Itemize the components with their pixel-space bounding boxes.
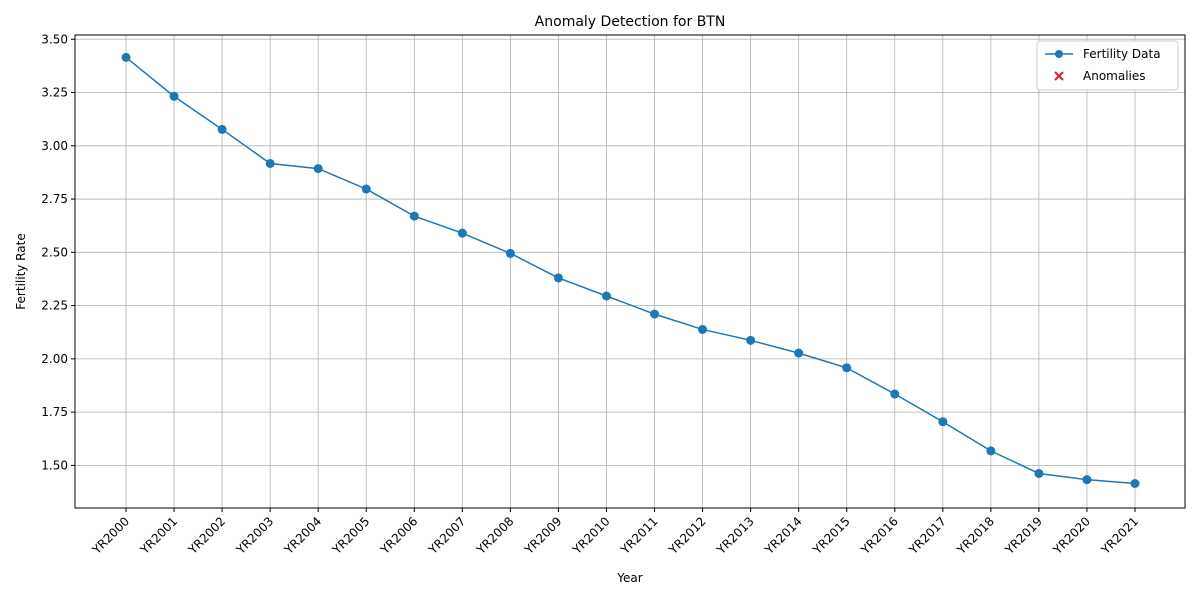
grid [75, 35, 1185, 508]
data-point [313, 164, 323, 174]
x-tick-label: YR2002 [185, 514, 228, 557]
data-point [746, 335, 756, 345]
y-axis: 1.50 1.75 2.00 2.25 2.50 2.75 3.00 3.25 3.50 [41, 32, 75, 472]
x-tick-label: YR2008 [473, 514, 516, 557]
data-point [169, 91, 179, 101]
data-point [986, 446, 996, 456]
data-point [698, 324, 708, 334]
data-point [409, 211, 419, 221]
x-tick-label: YR2020 [1050, 514, 1093, 557]
chart-title: Anomaly Detection for BTN [535, 14, 726, 30]
y-tick-label: 3.00 [41, 139, 68, 153]
data-point [121, 52, 131, 62]
legend-label-fertility: Fertility Data [1083, 47, 1161, 61]
y-tick-label: 2.00 [41, 352, 68, 366]
x-tick-label: YR2003 [233, 514, 276, 557]
x-tick-label: YR2017 [906, 514, 949, 557]
x-tick-label: YR2011 [617, 514, 660, 557]
plot-frame [74, 34, 1186, 509]
x-tick-label: YR2015 [810, 514, 853, 557]
x-tick-label: YR2000 [89, 514, 132, 557]
legend-marker-swatch [1055, 50, 1063, 58]
y-tick-label: 3.50 [41, 32, 68, 46]
x-axis-label: Year [616, 571, 642, 585]
data-point [1034, 468, 1044, 478]
data-point [938, 417, 948, 427]
data-point [890, 389, 900, 399]
data-point [265, 158, 275, 168]
data-point [842, 363, 852, 373]
x-axis: YR2000 YR2001 YR2002 YR2003 YR2004 YR2005 YR20… [89, 508, 1141, 558]
legend-anomaly-swatch [1054, 71, 1064, 81]
series-layer [121, 52, 1140, 488]
x-tick-label: YR2016 [858, 514, 901, 557]
legend-x-stroke [1054, 71, 1064, 81]
x-tick-label: YR2006 [377, 514, 420, 557]
legend-label-anomalies: Anomalies [1083, 69, 1146, 83]
data-point [361, 184, 371, 194]
series-line [125, 56, 1136, 485]
data-point [601, 291, 611, 301]
data-point [553, 273, 563, 283]
x-tick-label: YR2014 [761, 514, 804, 557]
x-tick-label: YR2010 [569, 514, 612, 557]
x-tick-label: YR2021 [1098, 514, 1141, 557]
y-axis-label: Fertility Rate [14, 233, 28, 309]
data-point [1082, 475, 1092, 485]
y-tick-label: 1.75 [41, 405, 68, 419]
data-point [217, 124, 227, 134]
data-point [457, 228, 467, 238]
x-tick-label: YR2009 [521, 514, 564, 557]
x-tick-label: YR2005 [329, 514, 372, 557]
y-tick-label: 3.25 [41, 86, 68, 100]
data-point [505, 248, 515, 258]
legend: Fertility Data Anomalies [1036, 40, 1179, 91]
x-tick-label: YR2007 [425, 514, 468, 557]
x-tick-label: YR2012 [665, 514, 708, 557]
y-tick-label: 1.50 [41, 458, 68, 472]
y-tick-label: 2.75 [41, 192, 68, 206]
x-tick-label: YR2013 [713, 514, 756, 557]
data-point [1130, 478, 1140, 488]
x-tick-label: YR2018 [954, 514, 997, 557]
y-tick-label: 2.25 [41, 299, 68, 313]
data-point [794, 348, 804, 358]
x-tick-label: YR2019 [1002, 514, 1045, 557]
x-tick-label: YR2004 [281, 514, 324, 557]
x-tick-label: YR2001 [137, 514, 180, 557]
data-point [650, 309, 660, 319]
y-tick-label: 2.50 [41, 245, 68, 259]
